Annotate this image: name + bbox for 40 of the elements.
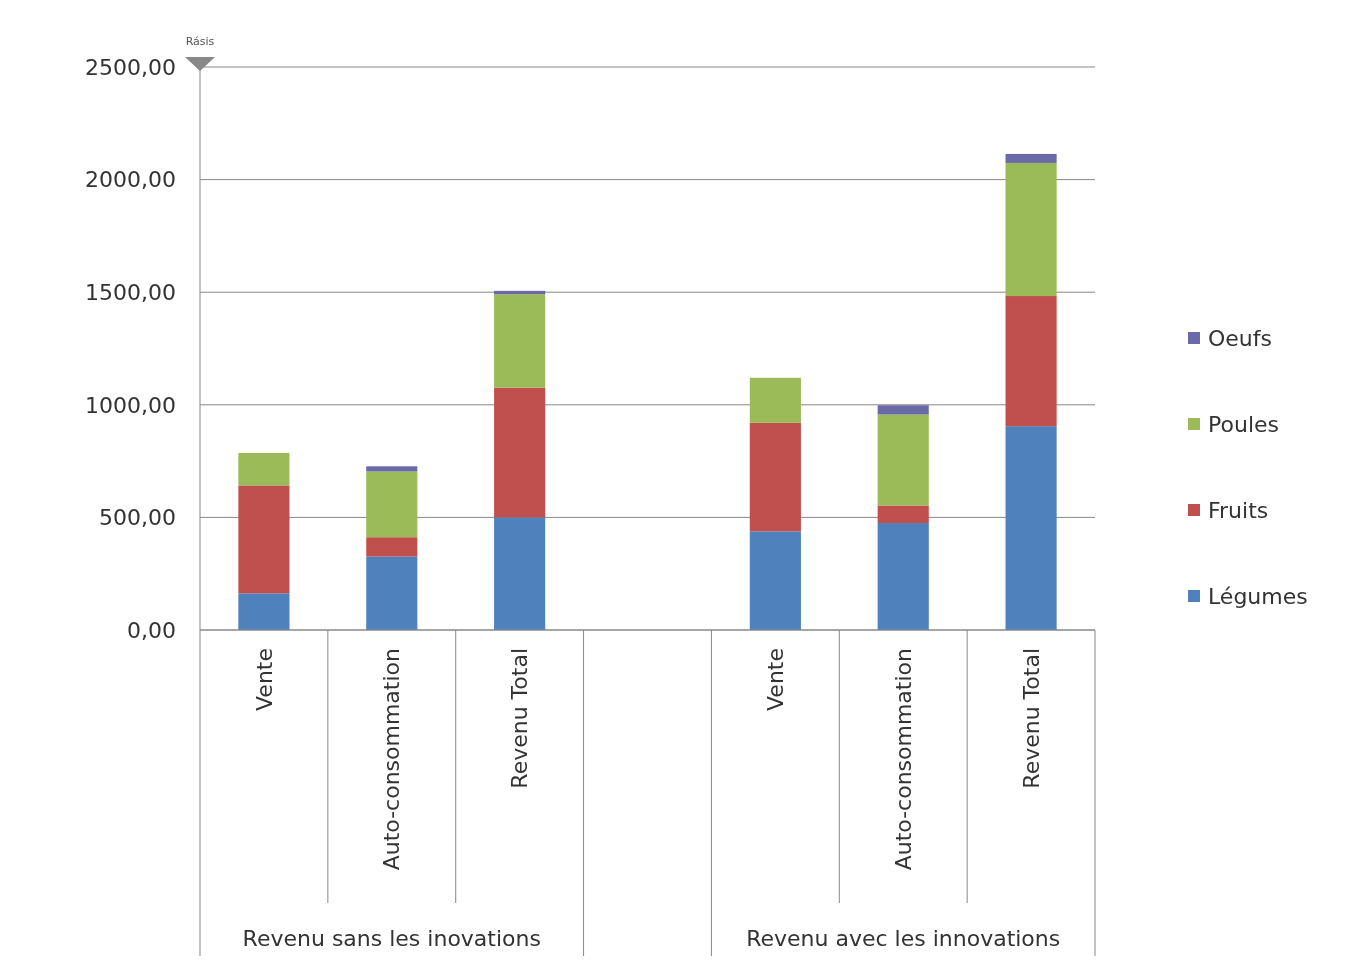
bar <box>749 422 801 532</box>
text: Revenu avec les innovations <box>746 926 1061 951</box>
x-tick-label: Vente <box>251 648 277 711</box>
bar <box>749 377 801 423</box>
y-tick-label: 0,00 <box>127 617 176 643</box>
y-tick-label: 2000,00 <box>85 167 176 193</box>
bar <box>1005 426 1057 630</box>
text: Rásis <box>185 35 215 48</box>
bar <box>877 414 929 506</box>
bar <box>877 523 929 630</box>
x-tick-label: Revenu Total <box>507 648 533 789</box>
y-tick-label: 500,00 <box>99 505 176 531</box>
legend-label: Poules <box>1208 411 1279 437</box>
bar <box>877 405 929 415</box>
bar <box>1005 162 1057 297</box>
x-tick-label: Auto-consommation <box>379 648 405 871</box>
bar <box>238 452 290 486</box>
bar <box>238 593 290 630</box>
legend-label: Fruits <box>1208 497 1269 523</box>
x-tick-label: Vente <box>763 648 789 711</box>
bar <box>366 471 418 538</box>
bar <box>1005 153 1057 163</box>
bar <box>494 294 546 388</box>
legend-label: Oeufs <box>1208 325 1273 351</box>
y-tick-label: 1000,00 <box>85 392 176 418</box>
bar <box>366 537 418 557</box>
y-tick-label: 2500,00 <box>85 54 176 80</box>
bar <box>494 387 546 518</box>
bar <box>238 485 290 594</box>
x-tick-label: Auto-consommation <box>890 648 916 871</box>
bar <box>877 505 929 524</box>
x-tick-label: Revenu Total <box>1018 648 1044 789</box>
legend-label: Légumes <box>1208 583 1308 609</box>
bar <box>366 466 418 472</box>
bar <box>1005 296 1057 427</box>
bar <box>749 531 801 630</box>
bar <box>366 556 418 630</box>
y-tick-label: 1500,00 <box>85 279 176 305</box>
text: Revenu sans les inovations <box>242 926 541 951</box>
bar <box>494 517 546 630</box>
